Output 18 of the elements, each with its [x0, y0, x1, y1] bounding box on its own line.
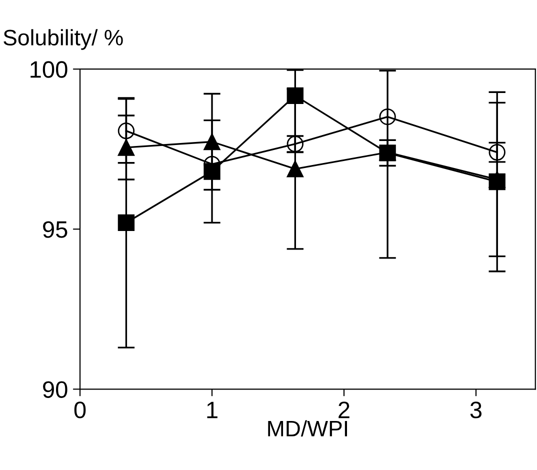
x-tick-label: 3: [470, 402, 482, 418]
x-tick-label: 2: [338, 402, 350, 418]
point: [286, 87, 304, 104]
point: [204, 133, 220, 150]
y-axis-title: Solubility/ %: [4, 29, 123, 50]
point: [118, 214, 135, 232]
point: [488, 173, 506, 190]
y-tick-label: 95: [43, 221, 68, 238]
point: [204, 163, 220, 180]
point: [286, 160, 304, 178]
x-axis-title: MD/WPI: [268, 420, 348, 437]
x-tick-label: 0: [74, 402, 86, 418]
point: [379, 108, 396, 126]
point: [118, 139, 135, 156]
y-tick-label: 90: [43, 381, 68, 398]
point: [118, 122, 135, 140]
y-tick-label: 100: [30, 61, 68, 78]
x-tick-label: 1: [207, 402, 218, 418]
